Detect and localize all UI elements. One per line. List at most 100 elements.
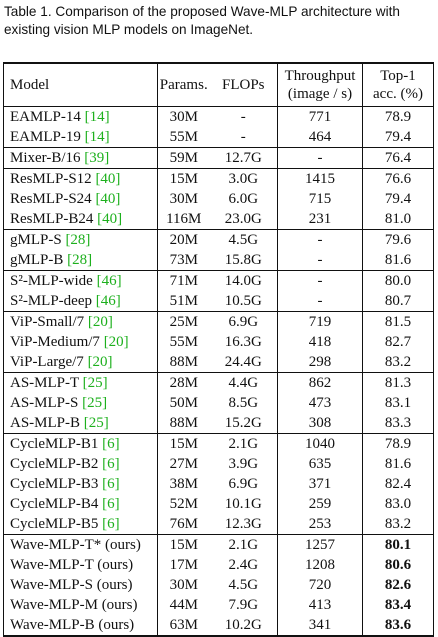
params-cell: 88M xyxy=(157,352,210,373)
flops-cell: 23.0G xyxy=(224,211,262,227)
caption-line: Table 1. Comparison of the proposed Wave… xyxy=(4,4,400,19)
throughput-cell: 862 xyxy=(277,372,363,393)
model-name: ViP-Medium/7 xyxy=(10,334,100,350)
flops-cell: 14.0G xyxy=(224,273,262,289)
model-cell: Wave-MLP-B (ours) xyxy=(4,615,158,636)
throughput-cell: 719 xyxy=(277,311,363,332)
flops-cell: 8.5G xyxy=(228,395,259,411)
model-name: AS-MLP-S xyxy=(10,395,79,411)
throughput-cell: 473 xyxy=(277,393,363,413)
top1-cell: 82.7 xyxy=(362,332,434,352)
citation: [25] xyxy=(83,415,109,431)
throughput-cell: - xyxy=(277,291,363,312)
params-cell: 88M xyxy=(157,413,210,434)
params-cell: 38M xyxy=(157,474,210,494)
header-cell: Model xyxy=(3,63,158,107)
top1-cell: 80.7 xyxy=(362,291,434,312)
citation: [20] xyxy=(87,314,113,330)
table-row: Wave-MLP-T (ours) 17M 2.4G 1208 80.6 xyxy=(4,555,434,575)
citation: [20] xyxy=(103,334,129,350)
model-name: Wave-MLP-M (ours) xyxy=(10,597,138,613)
model-cell: AS-MLP-B [25] xyxy=(4,413,158,434)
throughput-cell: 771 xyxy=(277,106,363,127)
model-name: CycleMLP-B4 xyxy=(10,496,99,512)
row-group: Wave-MLP-T* (ours) 15M 2.1G 1257 80.1 Wave-ML… xyxy=(3,534,434,636)
top1-cell: 76.4 xyxy=(362,147,434,169)
model-name: S²-MLP-wide xyxy=(10,273,93,289)
flops-cell: 15.8G xyxy=(224,252,262,268)
params-cell: 55M xyxy=(157,127,210,148)
throughput-cell: 231 xyxy=(277,209,363,230)
params-cell: 71M xyxy=(157,270,210,291)
model-cell: EAMLP-14 [14] xyxy=(4,107,158,128)
top1-cell: 81.3 xyxy=(362,372,434,393)
top1-cell: 79.4 xyxy=(362,189,434,209)
table-row: AS-MLP-S [25] 50M 8.5G 473 83.1 xyxy=(4,393,434,413)
table-row: ResMLP-S24 [40] 30M 6.0G 715 79.4 xyxy=(4,189,434,209)
top1-cell: 83.3 xyxy=(362,413,434,434)
row-group: ResMLP-S12 [40] 15M 3.0G 1415 76.6 ResMLP-S24… xyxy=(3,168,434,230)
throughput-cell: - xyxy=(277,229,363,250)
flops-cell: 10.5G xyxy=(224,293,262,309)
row-group: AS-MLP-T [25] 28M 4.4G 862 81.3 AS-MLP-S [25]… xyxy=(3,372,434,434)
citation: [25] xyxy=(82,375,108,391)
model-cell: EAMLP-19 [14] xyxy=(4,127,158,148)
table-row: EAMLP-19 [14] 55M -464 79.4 xyxy=(4,127,434,148)
header-cell: Params. xyxy=(157,63,210,107)
citation: [6] xyxy=(102,496,120,512)
table-row: S²-MLP-deep [46] 51M 10.5G -80.7 xyxy=(4,291,434,312)
table-row: EAMLP-14 [14] 30M -771 78.9 xyxy=(4,106,434,128)
model-cell: CycleMLP-B3 [6] xyxy=(4,474,158,494)
flops-cell: 3.0G xyxy=(228,171,259,187)
citation: [14] xyxy=(84,129,110,145)
table-row: gMLP-B [28] 73M 15.8G -81.6 xyxy=(4,250,434,271)
model-name: Wave-MLP-B (ours) xyxy=(10,617,135,633)
flops-cell: 3.9G xyxy=(228,456,259,472)
model-cell: ViP-Medium/7 [20] xyxy=(4,332,158,352)
flops-cell: 7.9G xyxy=(228,597,259,613)
table-row: ResMLP-S12 [40] 15M 3.0G 1415 76.6 xyxy=(4,168,434,190)
header-line: acc. (%) xyxy=(373,86,423,102)
top1-cell: 80.6 xyxy=(362,555,434,575)
flops-cell: 6.0G xyxy=(228,191,259,207)
params-cell: 30M xyxy=(157,106,210,127)
flops-cell: 12.3G xyxy=(224,516,262,532)
top1-cell: 81.5 xyxy=(362,311,434,332)
table-row: ViP-Small/7 [20] 25M 6.9G 719 81.5 xyxy=(4,311,434,333)
comparison-table: Model Params. FLOPs Throughput (image / s… xyxy=(3,62,434,637)
params-cell: 15M xyxy=(157,433,210,454)
top1-cell: 78.9 xyxy=(362,106,434,127)
header-line: (image / s) xyxy=(287,86,353,102)
table-row: ViP-Large/7 [20] 88M 24.4G 298 83.2 xyxy=(4,352,434,373)
params-cell: 73M xyxy=(157,250,210,271)
params-cell: 30M xyxy=(157,189,210,209)
header-line: Throughput xyxy=(284,68,356,84)
model-cell: ViP-Large/7 [20] xyxy=(4,352,158,373)
top1-cell: 83.2 xyxy=(362,514,434,535)
throughput-cell: 308 xyxy=(277,413,363,434)
top1-cell: 83.4 xyxy=(362,595,434,615)
header-line: Top-1 xyxy=(380,68,416,84)
model-cell: S²-MLP-wide [46] xyxy=(4,271,158,292)
model-cell: ResMLP-S12 [40] xyxy=(4,169,158,190)
throughput-cell: 253 xyxy=(277,514,363,535)
citation: [40] xyxy=(95,191,121,207)
throughput-cell: 1257 xyxy=(277,534,363,555)
top1-cell: 76.6 xyxy=(362,168,434,189)
params-cell: 17M xyxy=(157,555,210,575)
table-row: Wave-MLP-S (ours) 30M 4.5G 720 82.6 xyxy=(4,575,434,595)
top1-cell: 78.9 xyxy=(362,433,434,454)
header-row: Model Params. FLOPs Throughput (image / s… xyxy=(3,63,434,107)
model-cell: Mixer-B/16 [39] xyxy=(4,148,158,169)
row-group: gMLP-S [28] 20M 4.5G -79.6 gMLP-B [28] 73M 15.… xyxy=(3,229,434,271)
throughput-cell: - xyxy=(277,250,363,271)
model-cell: ViP-Small/7 [20] xyxy=(4,312,158,333)
row-group: EAMLP-14 [14] 30M -771 78.9 EAMLP-19 [14] 55M… xyxy=(3,106,434,148)
throughput-cell: 341 xyxy=(277,615,363,636)
model-cell: Wave-MLP-T* (ours) xyxy=(4,535,158,556)
params-cell: 44M xyxy=(157,595,210,615)
throughput-cell: 1208 xyxy=(277,555,363,575)
row-group: CycleMLP-B1 [6] 15M 2.1G 1040 78.9 CycleMLP-B… xyxy=(3,433,434,535)
params-cell: 116M xyxy=(157,209,210,230)
